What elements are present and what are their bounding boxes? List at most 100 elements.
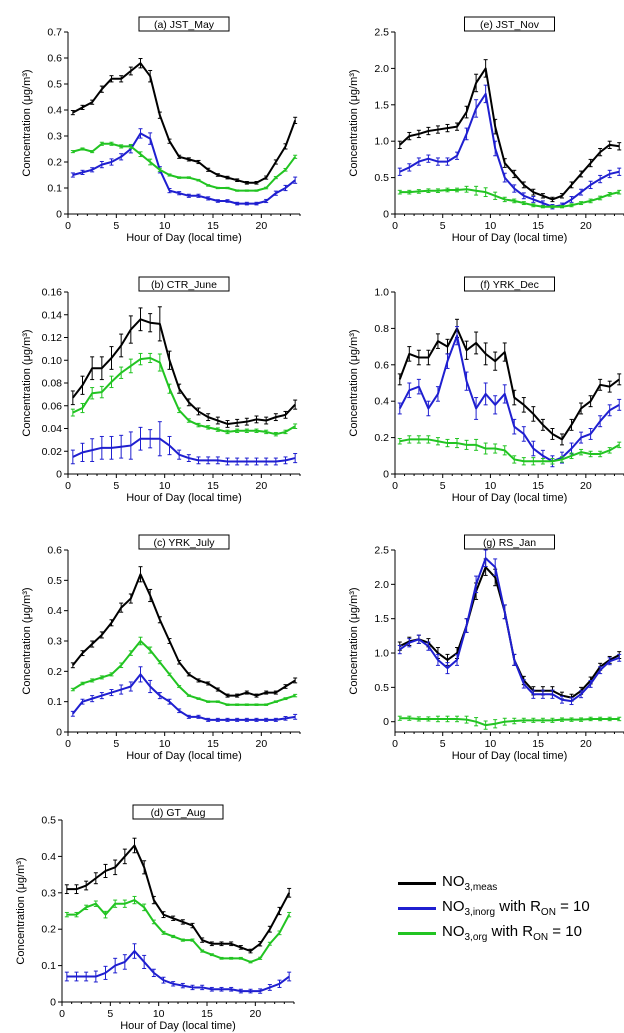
legend-entry-inorg: NO3,inorg with RON = 10 [398,897,590,919]
x-axis-label: Hour of Day (local time) [452,492,568,504]
legend-entry-org: NO3,org with RON = 10 [398,922,582,944]
x-axis-label: Hour of Day (local time) [126,232,242,244]
y-tick-label: 0.3 [47,636,62,648]
chart-title: (c) YRK_July [153,537,215,549]
y-tick-label: 0.2 [47,666,62,678]
x-tick-label: 10 [153,1008,165,1020]
y-tick-label: 1.0 [374,648,389,660]
x-axis-label: Hour of Day (local time) [126,492,242,504]
y-tick-label: 0 [383,716,389,728]
y-tick-label: 2.5 [374,27,389,39]
y-axis-label: Concentration (μg/m³) [21,329,33,436]
chart-title: (d) GT_Aug [151,807,206,819]
x-tick-label: 0 [392,220,398,232]
y-tick-label: 1.0 [374,287,389,299]
y-tick-label: 0 [56,727,62,739]
series-line-org [399,717,620,727]
y-tick-label: 0.2 [41,924,56,936]
y-tick-label: 0 [383,469,389,481]
y-tick-label: 1.0 [374,136,389,148]
y-tick-label: 0.08 [42,378,63,390]
series-line-org [66,899,291,963]
x-tick-label: 10 [485,480,497,492]
x-axis-label: Hour of Day (local time) [126,750,242,762]
chart-title: (f) YRK_Dec [480,279,539,291]
x-axis-label: Hour of Day (local time) [452,750,568,762]
legend-swatch-inorg [398,906,436,910]
y-tick-label: 0.4 [374,396,389,408]
chart-title-box [464,276,555,292]
series-line-org [72,142,296,192]
chart-title-box [138,534,230,550]
x-tick-label: 15 [207,738,219,750]
x-axis-label: Hour of Day (local time) [452,232,568,244]
y-tick-label: 0.4 [47,605,62,617]
y-tick-label: 0.2 [374,432,389,444]
y-tick-label: 0.1 [47,696,62,708]
y-axis-label: Concentration (μg/m³) [348,69,360,176]
y-tick-label: 0.12 [42,332,63,344]
y-tick-label: 0.16 [42,287,63,299]
x-tick-label: 5 [113,220,119,232]
chart-title: (a) JST_May [154,19,215,31]
y-tick-label: 0.7 [47,27,62,39]
y-tick-label: 2.0 [374,63,389,75]
x-tick-label: 10 [159,220,171,232]
x-tick-label: 15 [207,220,219,232]
y-tick-label: 0.06 [42,400,63,412]
y-tick-label: 0.10 [42,355,63,367]
chart-panel-5: 0 0.5 1.0 1.5 2.0 2.5 0 5 10 15 20 Hour of Day (loc… [348,16,624,244]
series-line-inorg [66,950,290,993]
chart-title-box [138,276,230,292]
y-tick-label: 0.5 [47,575,62,587]
legend: NO3,meas NO3,inorg with RON = 10 NO3,org… [398,872,624,952]
y-tick-label: 1.5 [374,613,389,625]
series-line-org [72,640,296,706]
x-tick-label: 0 [59,1008,65,1020]
y-tick-label: 0 [56,209,62,221]
chart-panel-6: 0 0.2 0.4 0.6 0.8 1.0 0 5 10 15 20 Hour of Day (loc… [348,276,624,504]
y-tick-label: 0 [383,209,389,221]
chart-title-box [138,16,230,32]
chart-title: (b) CTR_June [151,279,217,291]
chart-title: (e) JST_Nov [480,19,540,31]
x-tick-label: 5 [107,1008,113,1020]
x-tick-label: 5 [440,220,446,232]
y-tick-label: 0.5 [374,682,389,694]
y-axis-label: Concentration (μg/m³) [21,69,33,176]
chart-title-box [464,16,555,32]
y-tick-label: 0.4 [41,851,56,863]
series-line-meas [72,62,297,184]
x-tick-label: 20 [255,480,267,492]
chart-panel-4: 0 0.1 0.2 0.3 0.4 0.5 0 5 10 15 20 Hour of Day (loc… [15,804,295,1032]
legend-label-meas: NO3,meas [442,873,498,893]
chart-panel-1: 0 0.1 0.2 0.3 0.4 0.5 0.6 0.7 0 5 10 15 20 Hour of Da… [21,16,301,244]
x-tick-label: 5 [440,738,446,750]
x-tick-label: 10 [485,220,497,232]
x-tick-label: 20 [255,220,267,232]
chart-panel-2: 0 0.02 0.04 0.06 0.08 0.10 0.12 0.14 0.16 0 5 10 15 2… [21,276,301,504]
legend-label-inorg: NO3,inorg with RON = 10 [442,898,590,918]
y-tick-label: 0 [56,469,62,481]
chart-panel-3: 0 0.1 0.2 0.3 0.4 0.5 0.6 0 5 10 15 20 Hour of Day (… [21,534,301,762]
y-tick-label: 0.6 [47,545,62,557]
x-tick-label: 20 [580,220,592,232]
series-line-meas [399,67,620,201]
series-line-org [399,188,620,208]
x-tick-label: 10 [159,738,171,750]
legend-label-org: NO3,org with RON = 10 [442,923,582,943]
x-tick-label: 15 [207,480,219,492]
chart-title-box [132,804,224,820]
x-tick-label: 20 [255,738,267,750]
series-line-inorg [72,132,296,205]
x-axis-label: Hour of Day (local time) [120,1020,236,1032]
x-tick-label: 0 [65,738,71,750]
y-tick-label: 0.1 [41,960,56,972]
y-tick-label: 0.6 [374,359,389,371]
x-tick-label: 5 [113,738,119,750]
y-tick-label: 0.2 [47,157,62,169]
y-tick-label: 0.1 [47,183,62,195]
chart-panel-7: 0 0.5 1.0 1.5 2.0 2.5 0 5 10 15 20 Hour of Day (loc… [348,534,624,762]
x-tick-label: 5 [440,480,446,492]
